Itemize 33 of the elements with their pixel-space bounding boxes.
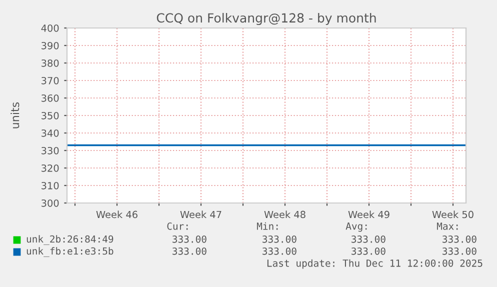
- legend-label: unk_2b:26:84:49: [26, 235, 114, 245]
- text: Last update: Thu Dec 11 12:00:00 2025: [267, 259, 482, 269]
- text: 333.00: [352, 247, 386, 255]
- text: 333.00: [442, 235, 476, 243]
- text: 333.00: [172, 235, 206, 243]
- text: 333.00: [262, 235, 296, 243]
- y-tick-label: 340: [42, 129, 59, 137]
- y-tick-label: 360: [42, 94, 59, 102]
- text: Cur:: [167, 222, 188, 230]
- x-tick-label: Week 49: [348, 210, 390, 218]
- chart-title: CCQ on Folkvangr@128 - by month: [156, 12, 376, 26]
- text: Min:: [256, 222, 278, 230]
- x-tick-label: Week 47: [180, 210, 222, 218]
- legend-label: unk_fb:e1:e3:5b: [26, 247, 114, 257]
- text: 333.00: [262, 247, 296, 255]
- text: Max:: [436, 222, 458, 230]
- text: 333.00: [352, 235, 386, 243]
- x-tick-label: Week 46: [96, 210, 138, 218]
- x-tick-label: Week 48: [264, 210, 306, 218]
- text: 333.00: [172, 247, 206, 255]
- y-axis-title: units: [10, 102, 20, 128]
- text: Avg:: [346, 222, 367, 232]
- y-tick-label: 370: [42, 76, 59, 84]
- y-tick-label: 380: [42, 59, 59, 67]
- y-tick-label: 390: [42, 42, 59, 50]
- x-tick-label: Week 50: [432, 210, 474, 218]
- y-tick-label: 300: [42, 199, 59, 207]
- y-tick-label: 400: [41, 24, 59, 32]
- y-tick-label: 330: [42, 146, 59, 154]
- text: 333.00: [442, 247, 476, 255]
- y-tick-label: 310: [42, 182, 59, 190]
- y-tick-label: 350: [42, 112, 59, 120]
- y-tick-label: 320: [42, 164, 59, 172]
